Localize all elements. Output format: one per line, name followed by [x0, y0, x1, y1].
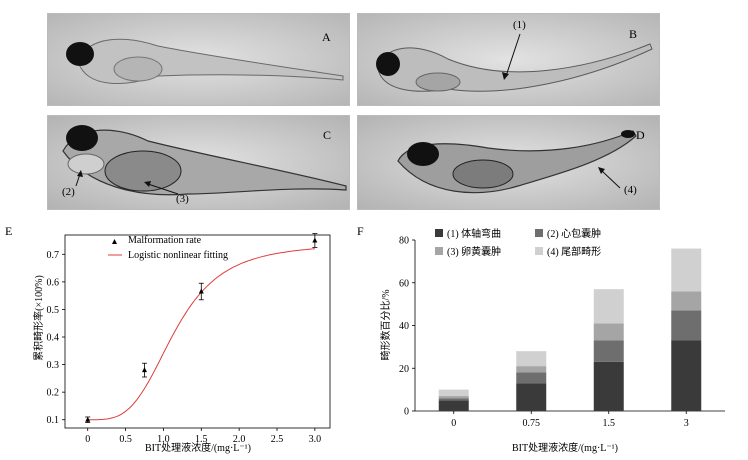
bar-segment: [593, 340, 624, 362]
chart-e: E 0 0.5 1.0 1.5 2.0 2.5 3.0 0.1 0.2 0.3 0.4 0.5 0.6 0…: [5, 224, 331, 454]
legend-swatch-f: [535, 229, 543, 237]
x-tick-label-e: 0: [85, 434, 90, 445]
y-tick-label-e: 0.7: [47, 250, 60, 261]
bar-segment: [516, 351, 547, 367]
plot-frame-e: [64, 234, 331, 429]
y-tick-label-f: 0: [404, 407, 409, 418]
y-axis-label-f: 畸形数百分比/%: [379, 289, 392, 360]
legend-marker-malformation: [112, 239, 117, 244]
chart-f: F 0 20 40 60 80 0 0.75 1.5 3 (1) 体轴弯曲 (2) 心包囊肿 (3)…: [357, 224, 725, 454]
larva-image-c: [48, 116, 349, 209]
larva-image-d: [358, 116, 659, 209]
legend-label-f: (4) 尾部畸形: [547, 245, 601, 258]
bar-segment: [671, 340, 702, 411]
bar-segment: [438, 396, 469, 399]
photo-letter-a: A: [322, 30, 331, 44]
bar-segment: [438, 398, 469, 401]
legend-label-malformation: Malformation rate: [128, 235, 202, 246]
x-axis-label-f: BIT处理液浓度/(mg·L⁻¹): [512, 441, 618, 454]
annotation-label-3: (3): [176, 193, 189, 205]
bar-segment: [593, 361, 624, 411]
y-tick-label-e: 0.2: [47, 388, 60, 399]
x-axis-label-e: BIT处理液浓度/(mg·L⁻¹): [145, 441, 251, 454]
x-tick-label-e: 3.0: [309, 434, 322, 445]
x-tick-label-f: 0: [451, 418, 456, 429]
larva-image-a: [48, 14, 349, 105]
legend-swatch-f: [435, 247, 443, 255]
y-tick-label-f: 40: [399, 321, 409, 332]
panel-letter-e: E: [5, 224, 12, 238]
bar-segment: [671, 248, 702, 292]
larva-image-b: [358, 14, 659, 105]
photo-letter-b: B: [629, 27, 638, 41]
legend-label-f: (1) 体轴弯曲: [447, 227, 501, 240]
x-tick-label-f: 1.5: [603, 418, 616, 429]
bar-segment: [516, 366, 547, 373]
legend-label-f: (3) 卵黄囊肿: [447, 245, 501, 258]
x-tick-label-e: 2.5: [271, 434, 284, 445]
y-tick-label-f: 20: [399, 364, 409, 375]
bar-segment: [516, 383, 547, 411]
y-axis-label-e: 累积畸形率(×100%): [32, 275, 45, 361]
legend-swatch-f: [435, 229, 443, 237]
x-tick-label-e: 0.5: [119, 434, 132, 445]
annotation-label-2: (2): [62, 186, 75, 198]
logistic-fit-line: [87, 248, 315, 421]
data-point-e: [142, 367, 147, 373]
y-tick-label-f: 80: [399, 236, 409, 247]
bar-segment: [671, 291, 702, 311]
data-point-e: [312, 237, 318, 243]
legend-swatch-f: [535, 247, 543, 255]
x-tick-label-e: 2.0: [233, 434, 246, 445]
bar-segment: [593, 323, 624, 341]
y-tick-label-e: 0.1: [47, 415, 60, 426]
bar-segment: [671, 310, 702, 341]
photo-panel-a: [47, 13, 350, 106]
y-tick-label-e: 0.4: [47, 333, 60, 344]
photo-panel-b: [357, 13, 660, 106]
data-point-e: [85, 416, 91, 422]
legend-label-fit: Logistic nonlinear fitting: [128, 250, 228, 261]
photo-letter-c: C: [323, 128, 332, 142]
bar-segment: [438, 389, 469, 397]
x-tick-label-f: 3: [684, 418, 689, 429]
data-point-e: [198, 288, 204, 294]
photo-panel-d: [357, 115, 660, 210]
x-tick-label-f: 0.75: [523, 418, 541, 429]
y-tick-label-e: 0.6: [47, 277, 60, 288]
panel-letter-f: F: [357, 224, 364, 238]
bar-segment: [516, 372, 547, 384]
bar-segment: [438, 400, 469, 411]
legend-label-f: (2) 心包囊肿: [547, 227, 601, 240]
photo-panel-c: [47, 115, 350, 210]
x-tick-label-e: 1.0: [157, 434, 170, 445]
y-tick-label-f: 60: [399, 278, 409, 289]
annotation-label-4: (4): [624, 184, 637, 196]
x-tick-label-e: 1.5: [195, 434, 208, 445]
annotation-label-1: (1): [513, 19, 526, 31]
legend-e: Malformation rate Logistic nonlinear fit…: [108, 235, 228, 261]
bar-segment: [593, 289, 624, 324]
photo-letter-d: D: [636, 128, 645, 142]
y-tick-label-e: 0.5: [47, 305, 60, 316]
legend-f: (1) 体轴弯曲 (2) 心包囊肿 (3) 卵黄囊肿 (4) 尾部畸形: [435, 227, 601, 258]
y-tick-label-e: 0.3: [47, 360, 60, 371]
